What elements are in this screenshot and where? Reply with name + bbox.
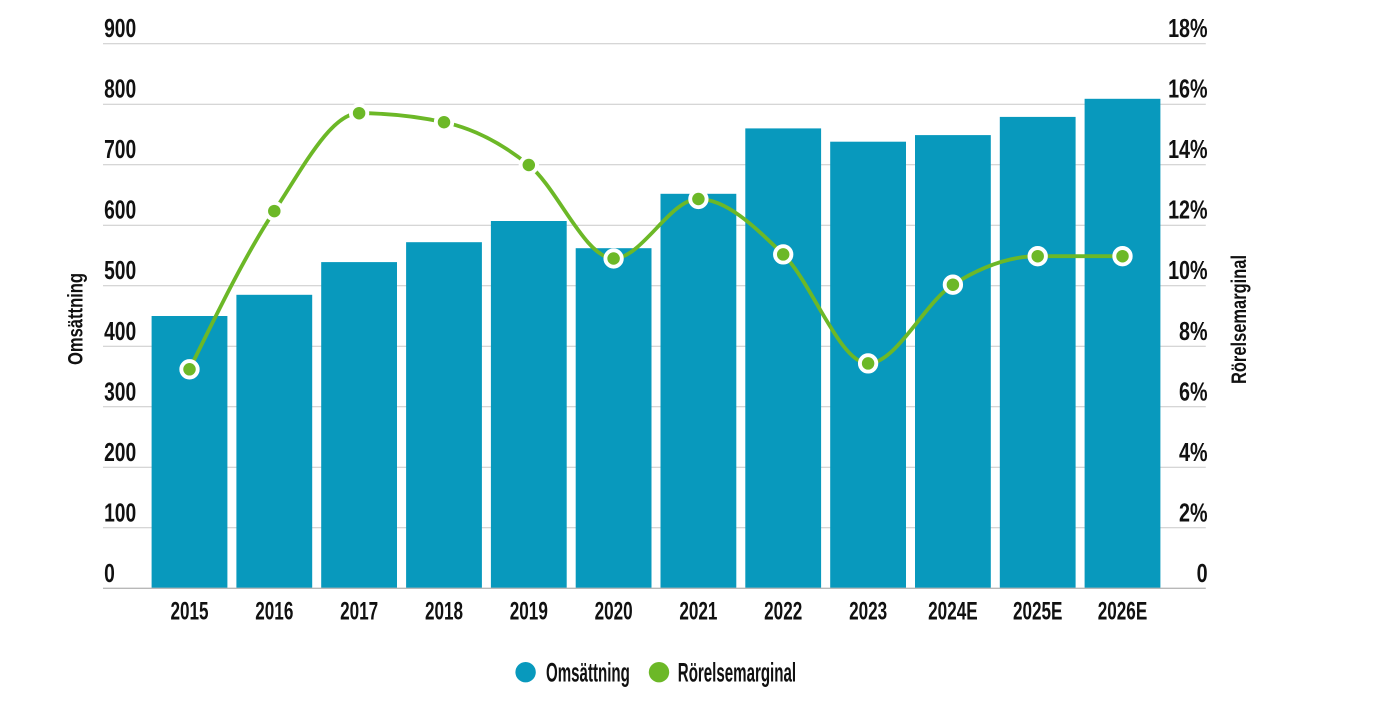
svg-text:16%: 16% bbox=[1168, 74, 1208, 103]
svg-text:6%: 6% bbox=[1179, 377, 1208, 406]
svg-text:12%: 12% bbox=[1168, 195, 1208, 224]
svg-text:0: 0 bbox=[104, 558, 115, 588]
svg-text:2021: 2021 bbox=[679, 597, 717, 625]
svg-text:4%: 4% bbox=[1179, 437, 1208, 466]
svg-text:200: 200 bbox=[104, 437, 136, 467]
svg-text:8%: 8% bbox=[1179, 316, 1208, 345]
svg-text:2%: 2% bbox=[1179, 498, 1208, 527]
svg-text:900: 900 bbox=[104, 13, 136, 43]
svg-text:2024E: 2024E bbox=[928, 597, 977, 625]
svg-text:2026E: 2026E bbox=[1098, 597, 1147, 625]
svg-text:2023: 2023 bbox=[849, 597, 887, 625]
svg-text:2015: 2015 bbox=[170, 597, 208, 625]
svg-text:400: 400 bbox=[104, 316, 136, 346]
svg-text:800: 800 bbox=[104, 74, 136, 104]
svg-text:2018: 2018 bbox=[425, 597, 463, 625]
svg-text:100: 100 bbox=[104, 497, 136, 527]
svg-text:2019: 2019 bbox=[510, 597, 548, 625]
svg-text:Rörelsemarginal: Rörelsemarginal bbox=[678, 657, 796, 688]
svg-text:2025E: 2025E bbox=[1013, 597, 1062, 625]
svg-text:2016: 2016 bbox=[255, 597, 293, 625]
svg-text:2022: 2022 bbox=[764, 597, 802, 625]
svg-text:500: 500 bbox=[104, 255, 136, 285]
svg-text:Omsättning: Omsättning bbox=[65, 273, 88, 365]
svg-text:2020: 2020 bbox=[595, 597, 633, 625]
svg-text:Rörelsemarginal: Rörelsemarginal bbox=[1227, 255, 1250, 384]
svg-text:18%: 18% bbox=[1168, 14, 1208, 43]
svg-text:14%: 14% bbox=[1168, 135, 1208, 164]
svg-text:Omsättning: Omsättning bbox=[546, 657, 630, 688]
svg-text:300: 300 bbox=[104, 376, 136, 406]
svg-text:2017: 2017 bbox=[340, 597, 378, 625]
svg-text:700: 700 bbox=[104, 134, 136, 164]
svg-text:600: 600 bbox=[104, 195, 136, 225]
svg-text:10%: 10% bbox=[1168, 256, 1208, 285]
svg-text:0: 0 bbox=[1197, 558, 1208, 587]
